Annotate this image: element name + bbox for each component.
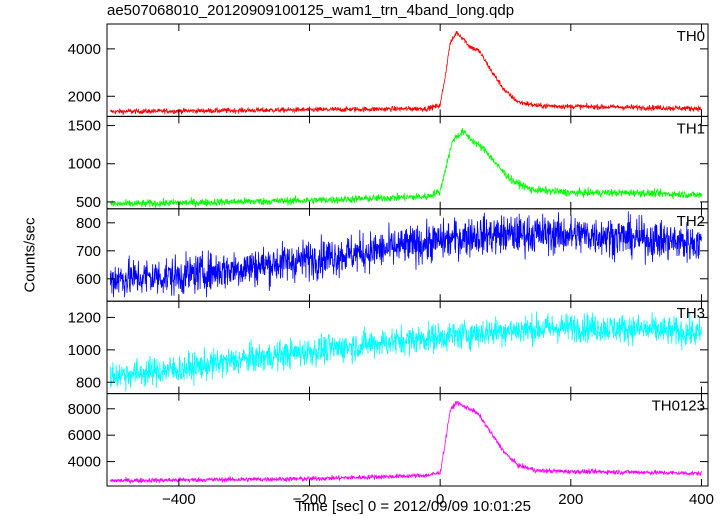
y-tick-label: 700 xyxy=(76,243,101,260)
panel-frame-th3 xyxy=(106,300,709,395)
chart-title: ae507068010_20120909100125_wam1_trn_4ban… xyxy=(107,2,515,19)
x-tick-label: 200 xyxy=(558,491,583,508)
x-tick-label: 400 xyxy=(689,491,714,508)
y-tick-label: 8000 xyxy=(68,401,101,418)
x-tick-label: 0 xyxy=(436,491,444,508)
y-tick-label: 600 xyxy=(76,271,101,288)
y-tick-label: 1000 xyxy=(68,156,101,173)
y-tick-label: 4000 xyxy=(68,41,101,58)
y-tick-label: 800 xyxy=(76,215,101,232)
series-line-th0 xyxy=(109,30,702,115)
series-line-th3 xyxy=(109,311,702,392)
panel-label-th1: TH1 xyxy=(677,120,705,137)
y-tick-label: 4000 xyxy=(68,454,101,471)
series-line-th0123 xyxy=(110,400,702,484)
panel-frame-th0123 xyxy=(106,393,709,487)
x-tick-label: −400 xyxy=(162,491,196,508)
y-tick-label: 2000 xyxy=(68,88,101,105)
y-tick-label: 6000 xyxy=(68,427,101,444)
y-tick-label: 1500 xyxy=(68,118,101,135)
y-tick-label: 1200 xyxy=(68,309,101,326)
panel-label-th2: TH2 xyxy=(677,213,705,230)
panel-label-th0: TH0 xyxy=(677,28,705,45)
y-tick-label: 500 xyxy=(76,194,101,211)
panel-label-th3: TH3 xyxy=(677,305,705,322)
y-tick-label: 1000 xyxy=(68,342,101,359)
panel-frame-th0 xyxy=(106,23,709,117)
x-tick-label: −200 xyxy=(293,491,327,508)
x-axis-label: Time [sec] 0 = 2012/09/09 10:01:25 xyxy=(295,498,531,515)
series-line-th1 xyxy=(109,127,702,209)
series-line-th2 xyxy=(109,211,702,298)
y-tick-label: 800 xyxy=(76,374,101,391)
panel-label-th0123: TH0123 xyxy=(652,398,705,415)
